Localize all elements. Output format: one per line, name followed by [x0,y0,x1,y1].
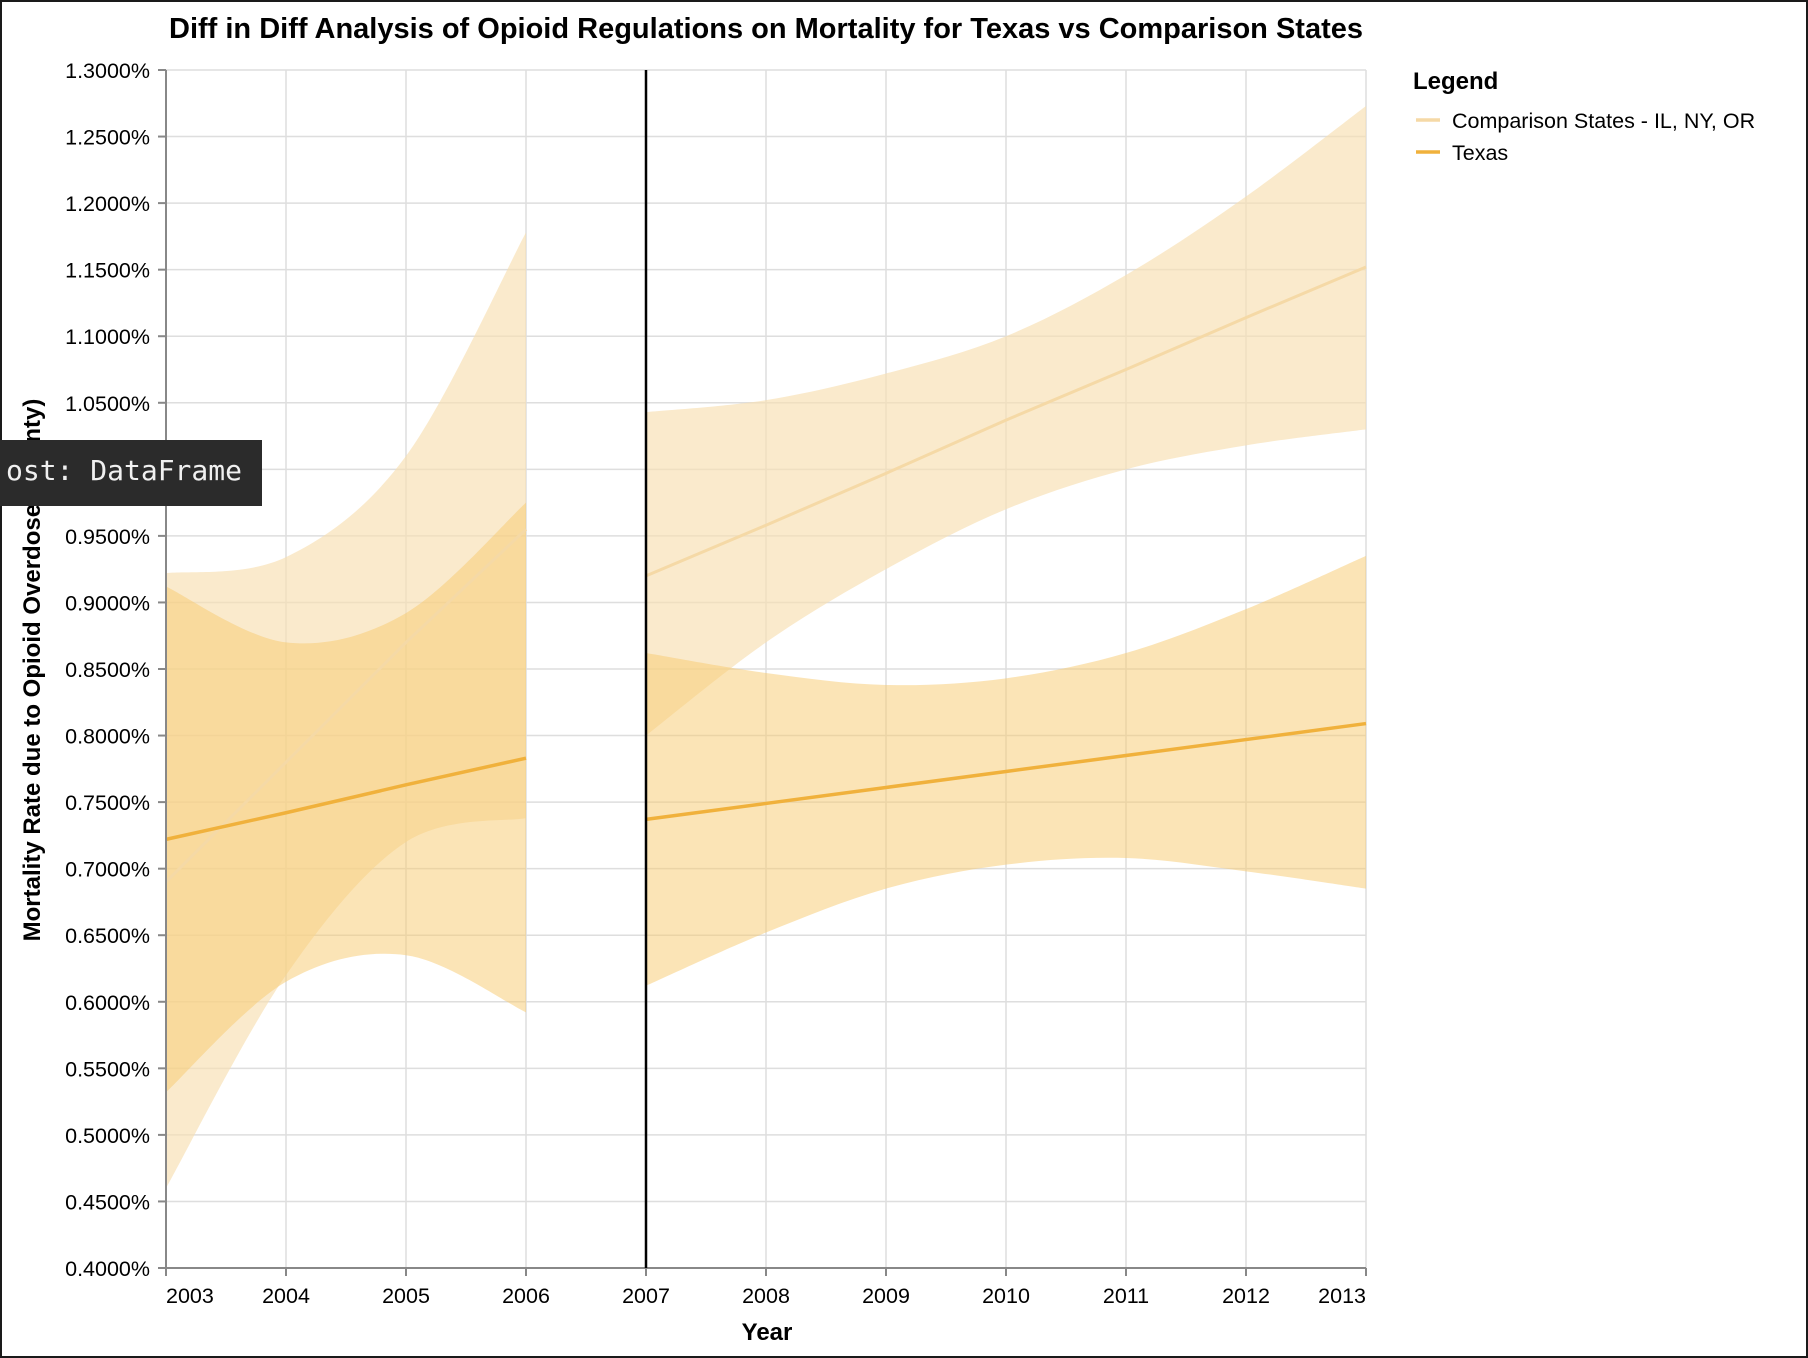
y-tick-label: 0.4500% [65,1190,150,1214]
y-tick-label: 0.6500% [65,924,150,948]
y-tick-label: 1.2000% [65,192,150,216]
x-tick-label: 2004 [262,1284,310,1308]
y-tick-label: 0.7500% [65,791,150,815]
series-line [645,721,1367,822]
y-tick-label: 1.2500% [65,126,150,150]
x-tick-label: 2011 [1103,1284,1149,1308]
chart-title: Diff in Diff Analysis of Opioid Regulati… [169,13,1363,45]
series-lines [164,265,1367,884]
y-tick-label: 0.5500% [65,1057,150,1081]
x-tick-label: 2012 [1222,1284,1270,1308]
y-tick-label: 0.8000% [65,725,150,749]
y-tick-label: 0.9000% [65,591,150,615]
x-tick-label: 2007 [622,1284,670,1308]
x-axis-title: Year [742,1319,793,1346]
tooltip-text: ost: DataFrame [5,454,242,487]
tooltip: ost: DataFrame [0,440,262,506]
y-tick-label: 1.3000% [65,59,150,83]
legend-title: Legend [1413,68,1498,95]
x-tick-label: 2010 [982,1284,1030,1308]
series-line [164,528,528,884]
series-line [645,265,1367,578]
x-tick-label: 2009 [862,1284,910,1308]
y-tick-label: 0.4000% [65,1257,150,1281]
y-tick-label: 0.9500% [65,525,150,549]
x-tick-label: 2003 [166,1284,214,1308]
x-tick-label: 2008 [742,1284,790,1308]
y-tick-label: 0.8500% [65,658,150,682]
legend-entry-label: Texas [1452,141,1508,165]
y-tick-label: 1.1500% [65,259,150,283]
x-tick-label: 2005 [382,1284,430,1308]
legend-entry-label: Comparison States - IL, NY, OR [1452,109,1755,133]
y-tick-label: 0.7000% [65,858,150,882]
y-tick-label: 1.0500% [65,392,150,416]
series-line [165,756,527,842]
y-tick-label: 0.6000% [65,991,150,1015]
axes: 0.4000% 0.4500% 0.5000% 0.5500% 0.6000% 0.650… [65,59,1367,1308]
x-tick-label: 2013 [1318,1284,1366,1308]
y-tick-label: 1.1000% [65,325,150,349]
y-tick-label: 0.5000% [65,1124,150,1148]
legend: Legend Comparison States - IL, NY, OR Tex… [1413,68,1755,165]
x-tick-label: 2006 [502,1284,550,1308]
